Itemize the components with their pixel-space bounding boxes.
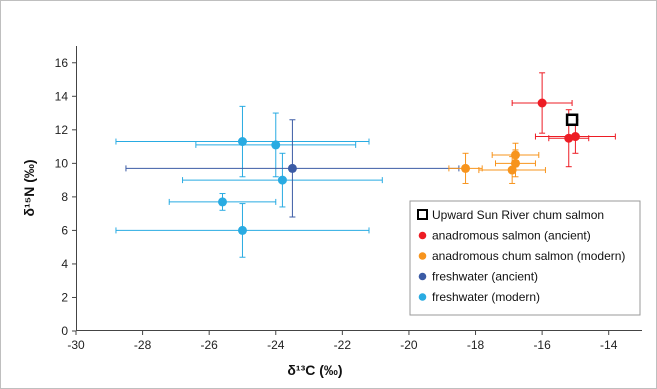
data-points [217, 98, 580, 235]
data-point [277, 175, 287, 185]
data-point [237, 225, 247, 235]
y-tick-label: 6 [61, 223, 68, 237]
legend-label: freshwater (modern) [432, 290, 540, 304]
y-tick-label: 0 [61, 324, 68, 338]
x-tick-label: -28 [134, 338, 152, 352]
legend-marker [418, 231, 427, 240]
x-tick-label: -16 [533, 338, 551, 352]
data-point [507, 165, 517, 175]
legend-marker [417, 209, 428, 220]
data-point [271, 140, 281, 150]
data-point [570, 132, 580, 142]
legend-marker [418, 293, 427, 301]
y-tick-label: 14 [55, 89, 69, 103]
y-tick-label: 16 [55, 56, 69, 70]
legend-label: anadromous chum salmon (modern) [432, 249, 625, 263]
axis-ticks: -30 -28 -26 -24 -22 -20 -18 -16 -14 0 2 4 6 8 10 12 14 16 [55, 56, 618, 352]
data-point [510, 158, 520, 168]
y-tick-label: 8 [61, 190, 68, 204]
x-tick-label: -14 [600, 338, 618, 352]
legend-marker [418, 252, 427, 260]
x-tick-label: -26 [201, 338, 219, 352]
legend-label: freshwater (ancient) [432, 270, 538, 284]
y-tick-label: 4 [61, 257, 68, 271]
legend-box [409, 200, 641, 316]
data-point [510, 150, 520, 160]
x-tick-label: -24 [267, 338, 285, 352]
x-axis-title: δ¹³C (‰) [287, 362, 342, 378]
y-axis-title: δ¹⁵N (‰) [21, 159, 37, 216]
data-point-square [565, 113, 579, 127]
x-tick-label: -20 [400, 338, 418, 352]
data-point [287, 163, 297, 173]
legend: Upward Sun River chum salmon anadromous s… [409, 200, 641, 316]
legend-label: Upward Sun River chum salmon [432, 208, 604, 222]
y-tick-label: 10 [55, 156, 69, 170]
data-point [461, 163, 471, 173]
x-tick-label: -18 [467, 338, 485, 352]
x-tick-label: -22 [334, 338, 352, 352]
data-point [537, 98, 547, 108]
data-point [217, 197, 227, 207]
y-tick-label: 2 [61, 290, 68, 304]
legend-label: anadromous salmon (ancient) [432, 229, 591, 243]
legend-marker [418, 272, 427, 281]
data-point [237, 137, 247, 147]
y-tick-label: 12 [55, 123, 69, 137]
x-tick-label: -30 [67, 338, 85, 352]
